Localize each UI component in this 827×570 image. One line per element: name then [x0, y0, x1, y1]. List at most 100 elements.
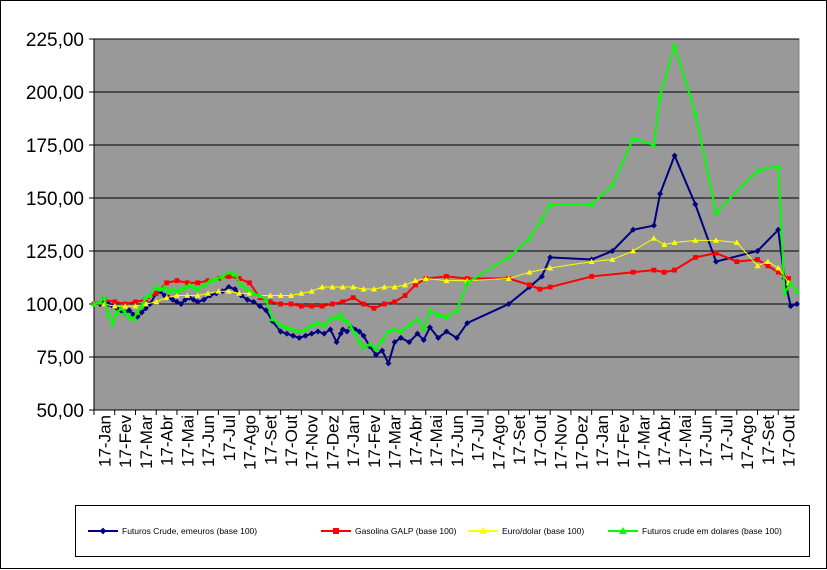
data-point [692, 201, 699, 208]
data-point [373, 345, 379, 351]
data-point [173, 298, 180, 305]
data-point [630, 248, 637, 254]
data-point [589, 274, 595, 279]
data-point [381, 301, 387, 307]
series [91, 250, 792, 311]
data-point [153, 298, 160, 305]
data-point [609, 182, 616, 188]
data-point [236, 290, 243, 296]
data-point [339, 284, 346, 290]
data-point [138, 309, 145, 316]
legend-label: Euro/dolar (base 100) [502, 526, 585, 536]
data-point [402, 293, 408, 298]
x-tick-label: 17-Jul [717, 415, 736, 461]
data-point [734, 259, 740, 264]
data-point [164, 280, 169, 286]
data-point [391, 339, 398, 346]
data-point [142, 294, 149, 301]
data-point [713, 209, 720, 216]
x-tick-label: 17-Jan [95, 415, 114, 467]
data-point [153, 291, 159, 296]
data-point [111, 303, 118, 309]
x-tick-label: 17-Nov [303, 415, 322, 470]
data-point [225, 284, 232, 291]
data-point [379, 347, 386, 354]
data-point [651, 267, 657, 273]
data-point [213, 275, 220, 281]
data-point [184, 292, 191, 298]
x-tick-label: 17-Set [759, 415, 778, 465]
data-point [287, 292, 294, 298]
data-point [443, 328, 450, 335]
legend-marker [333, 528, 339, 534]
data-point [225, 288, 232, 294]
legend-item: Futuros Crude, emeuros (base 100) [88, 526, 257, 536]
data-point [290, 332, 297, 339]
data-point [426, 324, 433, 331]
data-point [435, 311, 442, 317]
data-point [464, 320, 471, 327]
data-point [373, 351, 379, 358]
data-point [236, 276, 242, 281]
data-point [138, 303, 145, 309]
data-point [194, 298, 201, 305]
data-point [343, 317, 350, 324]
data-point [793, 288, 800, 294]
data-point [381, 284, 388, 290]
x-tick-label: 17-Abr [158, 415, 177, 466]
data-point [122, 309, 129, 315]
x-tick-label: 17-Mai [178, 415, 197, 467]
data-point [397, 328, 404, 334]
data-point [333, 339, 340, 346]
data-point [263, 296, 270, 303]
x-tick-label: 17-Mar [137, 415, 156, 469]
data-point [215, 288, 222, 294]
legend-item: Futuros crude em dolares (base 100) [608, 526, 782, 536]
x-tick-label: 17-Ago [241, 415, 260, 470]
data-point [392, 299, 398, 305]
data-point [348, 324, 355, 330]
data-point [134, 309, 141, 315]
data-point [256, 292, 263, 298]
data-point [190, 284, 197, 290]
data-point [337, 311, 344, 317]
data-point [278, 301, 284, 307]
data-point [205, 278, 211, 284]
x-tick-label: 17-Jun [448, 415, 467, 467]
data-point [207, 277, 214, 284]
data-point [250, 298, 257, 305]
x-tick-label: 17-Mai [676, 415, 695, 467]
data-point [547, 201, 554, 207]
data-point [713, 250, 719, 256]
data-point [754, 248, 761, 254]
data-point [412, 282, 418, 288]
data-point [692, 237, 699, 243]
data-point [414, 315, 421, 322]
data-point [526, 269, 533, 275]
legend-label: Futuros Crude, emeuros (base 100) [122, 526, 258, 536]
gridlines [94, 38, 799, 411]
data-point [142, 301, 149, 307]
legend-item: Gasolina GALP (base 100) [321, 526, 456, 536]
data-point [169, 296, 176, 303]
y-tick-label: 175,00 [26, 136, 84, 157]
data-point [283, 330, 290, 337]
y-tick-label: 50,00 [36, 401, 84, 422]
data-point [352, 330, 359, 337]
data-point [527, 282, 532, 288]
data-point [247, 280, 252, 286]
data-point [288, 301, 294, 307]
data-point [327, 326, 334, 333]
data-point [657, 190, 664, 197]
data-point [309, 303, 315, 309]
data-point [733, 239, 740, 245]
data-point [244, 296, 251, 303]
data-point [178, 286, 185, 292]
data-point [302, 326, 309, 332]
data-point [435, 334, 442, 341]
data-point [302, 332, 309, 339]
data-point [298, 290, 305, 296]
x-tick-label: 17-Fev [614, 415, 633, 468]
data-point [169, 286, 176, 292]
